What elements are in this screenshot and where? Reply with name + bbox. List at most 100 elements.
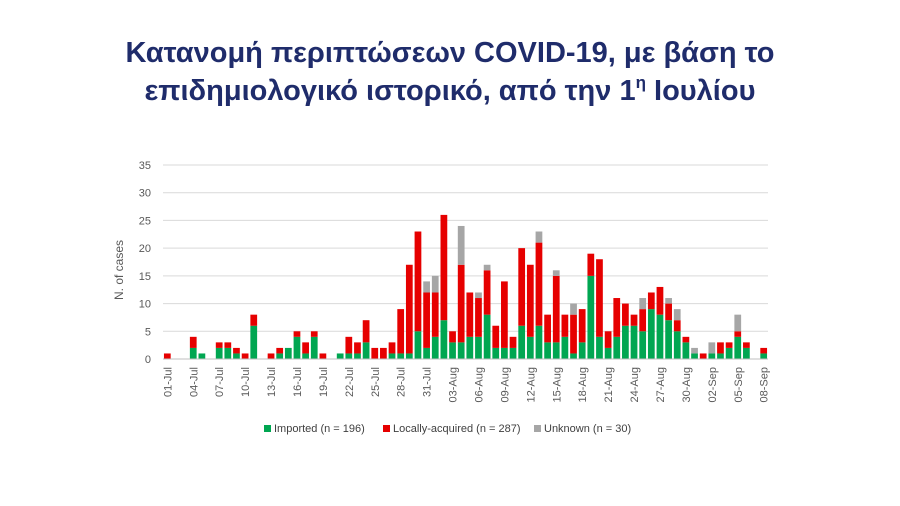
x-tick-label: 04-Jul: [188, 367, 200, 397]
bar-segment-series-1: [362, 320, 370, 343]
bar-segment-series-1: [302, 342, 309, 354]
legend-swatch: [383, 425, 390, 432]
x-tick-label: 01-Jul: [162, 367, 174, 397]
bar-segment-series-1: [682, 336, 690, 343]
bar-segment-series-0: [622, 325, 629, 359]
bar-segment-series-1: [639, 309, 647, 332]
bar-segment-series-0: [734, 336, 742, 359]
bar-segment-series-0: [233, 353, 240, 359]
bar-segment-series-0: [345, 353, 353, 359]
x-tick-label: 22-Jul: [344, 367, 356, 397]
bar-segment-series-0: [198, 353, 206, 359]
bar-segment-series-1: [578, 309, 586, 343]
bar-segment-series-1: [561, 314, 569, 337]
bar-segment-series-1: [431, 292, 439, 337]
bar-segment-series-1: [397, 309, 405, 354]
y-tick-label: 5: [145, 326, 151, 338]
x-tick-label: 15-Aug: [551, 367, 563, 402]
x-tick-label: 13-Jul: [266, 367, 278, 397]
y-tick-label: 35: [139, 160, 151, 172]
bar-segment-series-1: [492, 325, 500, 348]
bar-segment-series-1: [241, 353, 249, 359]
bar-segment-series-1: [743, 342, 750, 348]
bar-segment-series-0: [466, 336, 474, 359]
bar-segment-series-2: [570, 303, 577, 315]
bar-segment-series-0: [483, 314, 491, 359]
bar-segment-series-0: [302, 353, 309, 359]
bar-segment-series-1: [622, 303, 629, 326]
bar-segment-series-1: [483, 270, 491, 315]
bar-segment-series-0: [665, 320, 672, 359]
bar-segment-series-0: [440, 320, 448, 359]
y-tick-label: 0: [145, 354, 151, 366]
x-tick-label: 09-Aug: [499, 367, 511, 402]
bar-segment-series-1: [414, 231, 422, 332]
bar-segment-series-0: [224, 347, 232, 359]
bar-segment-series-2: [708, 342, 716, 354]
bar-segment-series-1: [354, 342, 361, 354]
bar-segment-series-1: [250, 314, 258, 326]
bar-segment-series-0: [388, 353, 396, 359]
bar-segment-series-0: [509, 347, 517, 359]
bar-segment-series-1: [233, 347, 240, 354]
bar-segment-series-0: [336, 353, 344, 359]
y-tick-label: 30: [139, 188, 151, 200]
x-tick-label: 12-Aug: [525, 367, 537, 402]
bar-segment-series-1: [276, 347, 284, 354]
bar-segment-series-0: [405, 353, 413, 359]
x-tick-label: 28-Jul: [396, 367, 408, 397]
bar-segment-series-1: [699, 353, 707, 359]
bar-segment-series-2: [483, 264, 491, 271]
x-tick-label: 21-Aug: [603, 367, 615, 402]
bar-segment-series-0: [518, 325, 526, 359]
bar-segment-series-0: [431, 336, 439, 359]
bar-segment-series-2: [691, 347, 698, 354]
bar-segment-series-1: [535, 242, 543, 326]
y-tick-label: 10: [139, 299, 151, 311]
bar-segment-series-1: [215, 342, 223, 348]
slide-title: Κατανομή περιπτώσεων COVID-19, με βάση τ…: [0, 34, 900, 110]
bar-segment-series-0: [535, 325, 543, 359]
bar-segment-series-0: [189, 347, 197, 359]
x-tick-label: 31-Jul: [422, 367, 434, 397]
bar-segment-series-1: [224, 342, 232, 348]
bar-segment-series-1: [673, 320, 681, 332]
bar-segment-series-1: [596, 259, 603, 337]
bar-segment-series-2: [552, 270, 560, 276]
y-axis-title: N. of cases: [112, 240, 126, 300]
bar-segment-series-1: [656, 286, 664, 315]
x-tick-label: 25-Jul: [370, 367, 382, 397]
x-tick-label: 27-Aug: [655, 367, 667, 402]
bar-segment-series-0: [362, 342, 370, 359]
x-tick-label: 02-Sep: [707, 367, 719, 402]
bar-segment-series-0: [423, 347, 430, 359]
bar-segment-series-0: [587, 275, 595, 359]
bar-segment-series-0: [656, 314, 664, 359]
bar-segment-series-0: [561, 336, 569, 359]
title-line-2: επιδημιολογικό ιστορικό, από την 1η Ιουλ…: [0, 72, 900, 110]
bar-segment-series-1: [518, 248, 526, 326]
bar-segment-series-1: [613, 298, 621, 337]
bar-segment-series-0: [760, 353, 768, 359]
title-line-2-main: επιδημιολογικό ιστορικό, από την 1: [144, 75, 636, 107]
bar-segment-series-0: [215, 347, 223, 359]
bar-segment-series-1: [647, 292, 655, 310]
legend-label: Imported (n = 196): [274, 423, 365, 435]
x-tick-label: 06-Aug: [473, 367, 485, 402]
bar-segment-series-0: [397, 353, 405, 359]
bar-segment-series-1: [501, 281, 508, 348]
bar-segment-series-1: [630, 314, 638, 326]
bar-segment-series-1: [665, 303, 672, 321]
bar-segment-series-0: [578, 342, 586, 359]
bar-segment-series-1: [760, 347, 768, 354]
bar-segment-series-2: [639, 298, 647, 310]
bar-segment-series-1: [440, 214, 448, 321]
title-line-1: Κατανομή περιπτώσεων COVID-19, με βάση τ…: [125, 37, 775, 69]
bar-segment-series-1: [475, 298, 482, 337]
bar-segment-series-1: [717, 342, 724, 354]
bar-segment-series-0: [544, 342, 551, 359]
bar-segment-series-1: [725, 342, 733, 348]
bar-segment-series-0: [457, 342, 465, 359]
bar-segment-series-1: [570, 314, 577, 354]
